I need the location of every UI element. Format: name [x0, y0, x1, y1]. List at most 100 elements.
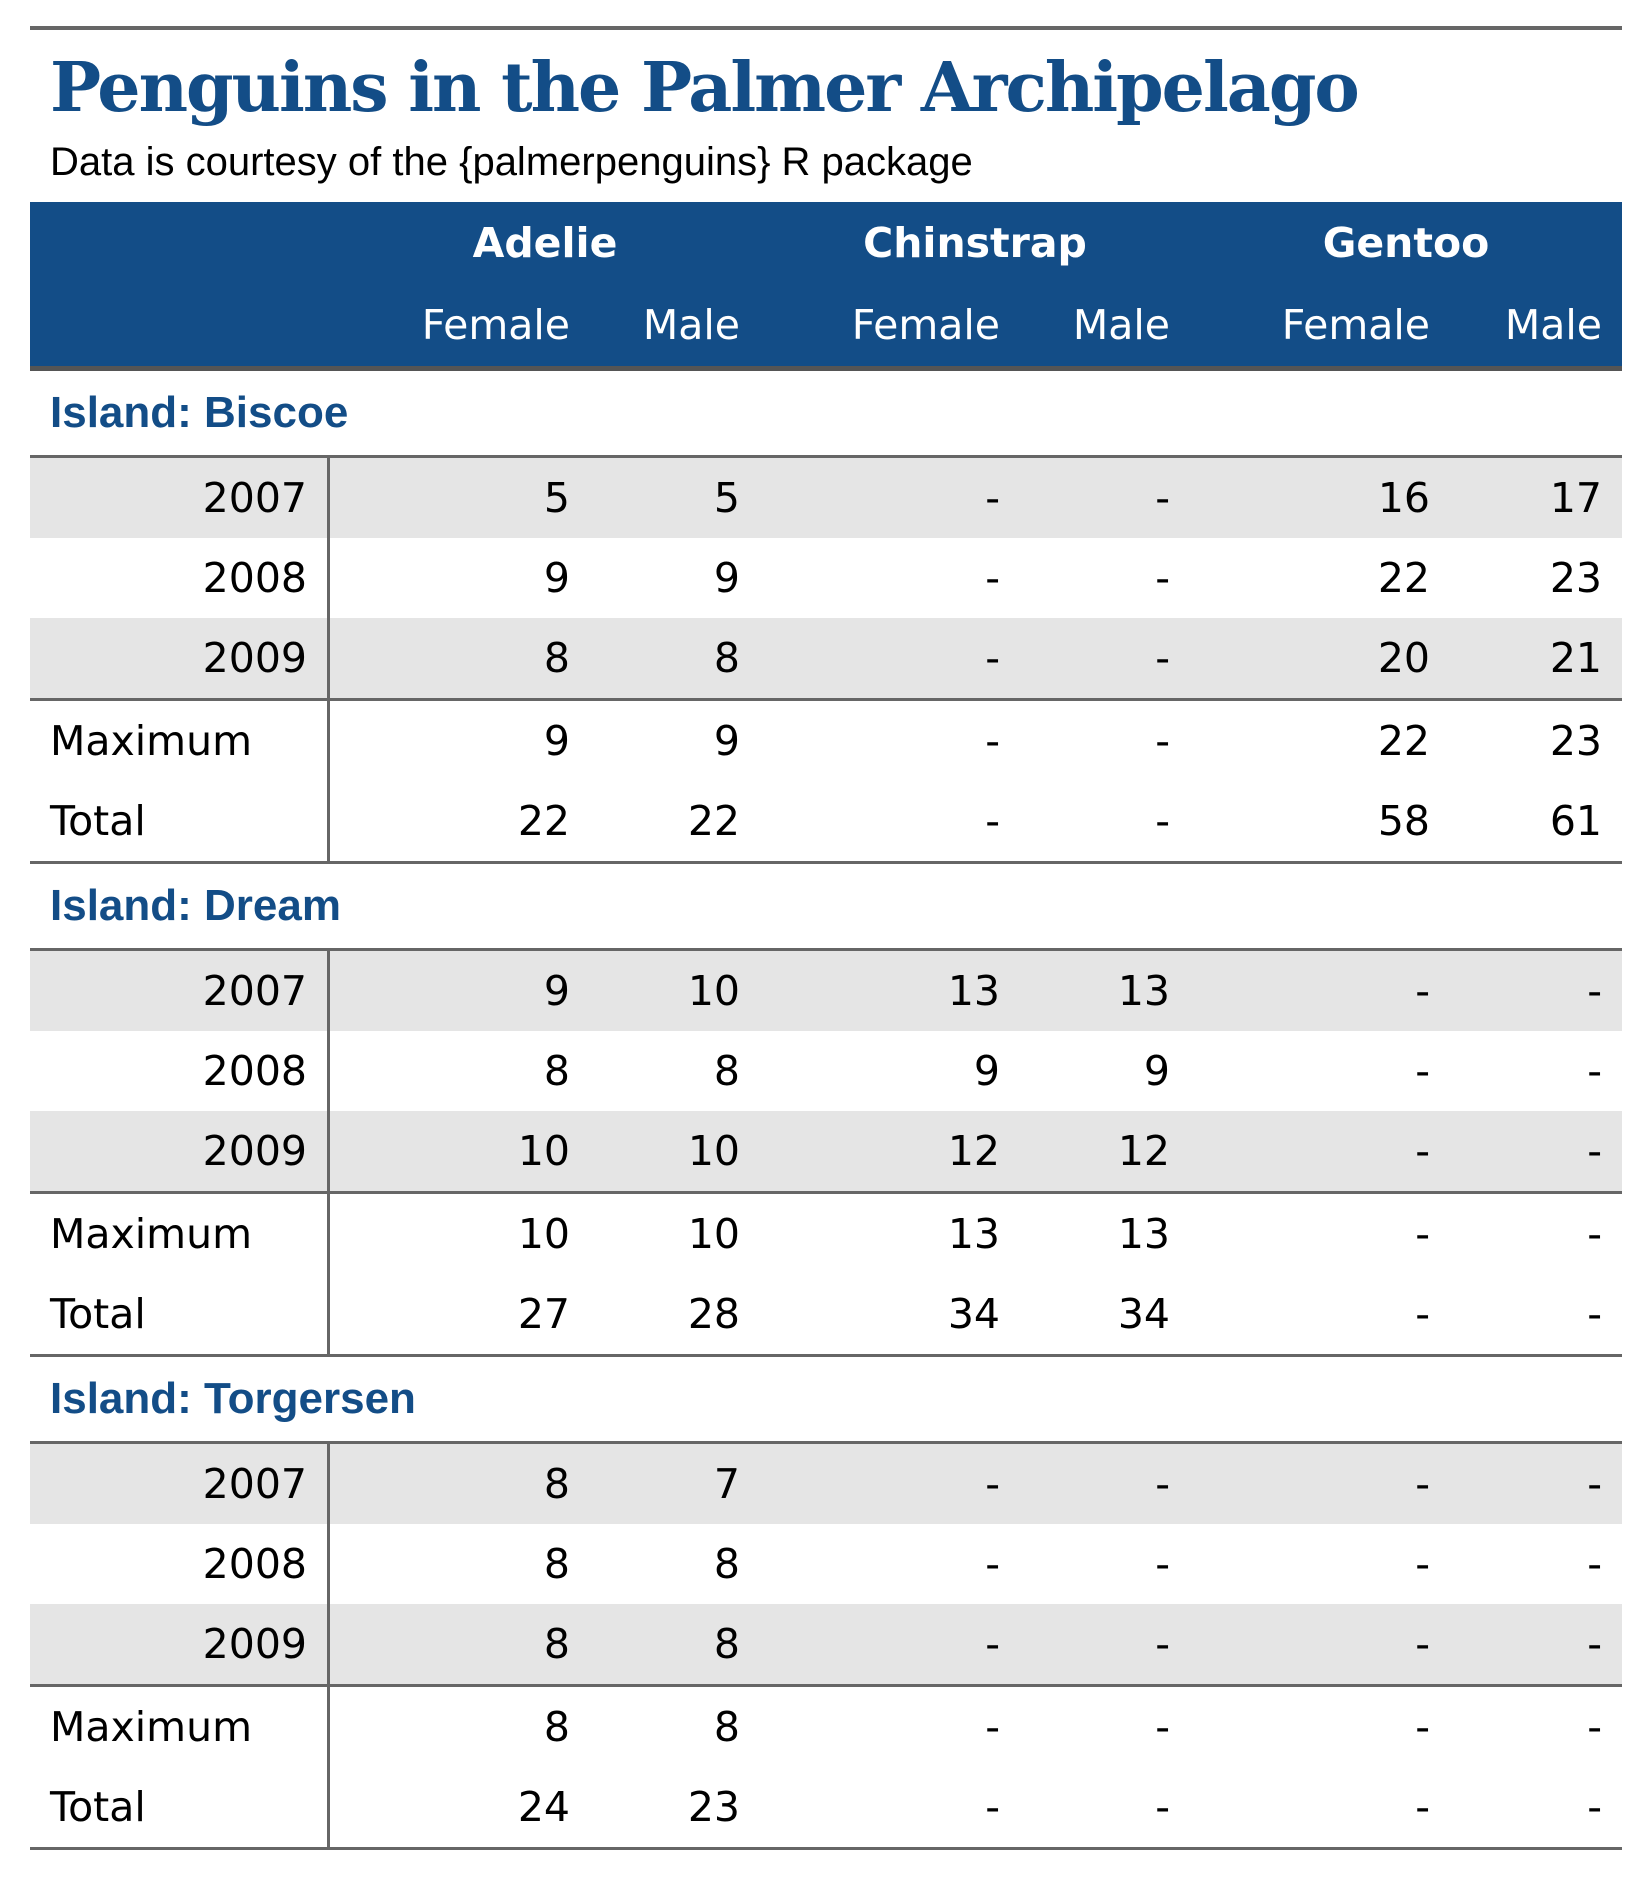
table-cell: -	[985, 1620, 1000, 1668]
table-row: 2008 8 8 9 9 - -	[30, 1031, 1622, 1111]
row-label-text: Total	[50, 1783, 146, 1831]
row-label-text: 2009	[202, 1620, 307, 1668]
table-cell: -	[1155, 1540, 1170, 1588]
species-header-row: Adelie Chinstrap Gentoo	[30, 202, 1622, 284]
table-cell: 8	[543, 1703, 570, 1751]
table-title: Penguins in the Palmer Archipelago	[50, 48, 1360, 128]
species-adelie: Adelie	[472, 219, 618, 267]
table-cell: -	[1415, 1460, 1430, 1508]
table-cell: 34	[947, 1290, 1000, 1338]
table-cell: -	[1155, 1783, 1170, 1831]
summary-row: Maximum 8 8 - - - -	[30, 1687, 1622, 1767]
table-body: Island: Biscoe 2007 5 5- -16 17 2008 9 9- -22 23 20…	[30, 371, 1622, 1850]
penguins-table: Penguins in the Palmer Archipelago Data …	[30, 26, 1622, 1850]
row-label: 2009	[30, 1604, 330, 1684]
table-cell: 13	[947, 1210, 1000, 1258]
row-label-text: Maximum	[50, 1703, 253, 1751]
table-cell: 7	[713, 1460, 740, 1508]
table-cell: 13	[947, 967, 1000, 1015]
table-cell: -	[1587, 1703, 1602, 1751]
table-cell: 9	[543, 554, 570, 602]
table-cell: 22	[687, 797, 740, 845]
table-cell: 10	[687, 1210, 740, 1258]
table-cell: -	[1587, 1460, 1602, 1508]
row-label-text: Maximum	[50, 1210, 253, 1258]
table-cell: 13	[1117, 1210, 1170, 1258]
table-cell: -	[1155, 474, 1170, 522]
group-bottom-rule	[30, 1354, 1622, 1357]
table-cell: 8	[543, 634, 570, 682]
table-row: 2007 5 5 - - 16 17	[30, 458, 1622, 538]
table-cell: -	[1587, 967, 1602, 1015]
table-cell: -	[1415, 1127, 1430, 1175]
table-cell: -	[1155, 634, 1170, 682]
table-cell: -	[1587, 1620, 1602, 1668]
table-cell: 9	[713, 554, 740, 602]
table-cell: -	[1415, 967, 1430, 1015]
table-cell: 23	[687, 1783, 740, 1831]
table-cell: 8	[543, 1620, 570, 1668]
row-label: Total	[30, 1274, 330, 1354]
table-cell: 8	[543, 1540, 570, 1588]
table-cell: -	[985, 1540, 1000, 1588]
col-adelie-female: Female	[421, 301, 570, 349]
col-gentoo-female: Female	[1281, 301, 1430, 349]
table-cell: 8	[713, 1540, 740, 1588]
row-label: Maximum	[30, 1687, 330, 1767]
table-cell: 22	[517, 797, 570, 845]
table-row: 2008 9 9 - - 22 23	[30, 538, 1622, 618]
table-cell: -	[1415, 1620, 1430, 1668]
table-cell: 10	[517, 1210, 570, 1258]
table-cell: 34	[1117, 1290, 1170, 1338]
row-label-text: 2007	[202, 474, 307, 522]
row-label-text: 2008	[202, 1047, 307, 1095]
table-cell: 10	[687, 967, 740, 1015]
table-cell: -	[1155, 717, 1170, 765]
row-label: 2008	[30, 1031, 330, 1111]
table-cell: 16	[1377, 474, 1430, 522]
table-cell: -	[985, 1783, 1000, 1831]
table-cell: -	[1587, 1783, 1602, 1831]
row-label-text: Maximum	[50, 717, 253, 765]
row-label-text: 2009	[202, 634, 307, 682]
table-cell: -	[1415, 1290, 1430, 1338]
row-label-text: 2008	[202, 554, 307, 602]
table-cell: 8	[543, 1460, 570, 1508]
summary-rule	[30, 1684, 1622, 1687]
table-cell: 27	[517, 1290, 570, 1338]
table-cell: -	[1587, 1540, 1602, 1588]
table-cell: 17	[1549, 474, 1602, 522]
table-cell: 23	[1549, 717, 1602, 765]
table-cell: -	[985, 554, 1000, 602]
group-top-rule	[30, 1441, 1622, 1444]
table-cell: 12	[947, 1127, 1000, 1175]
table-cell: -	[985, 717, 1000, 765]
table-subtitle: Data is courtesy of the {palmerpenguins}…	[50, 139, 973, 184]
table-cell: -	[985, 634, 1000, 682]
group-label: Island: Dream	[50, 881, 341, 930]
row-label-text: 2009	[202, 1127, 307, 1175]
table-row: 2007 8 7 - - - -	[30, 1444, 1622, 1524]
summary-row: Total 24 23 - - - -	[30, 1767, 1622, 1847]
species-gentoo: Gentoo	[1322, 219, 1490, 267]
table-cell: -	[1587, 1047, 1602, 1095]
row-label: Total	[30, 1767, 330, 1847]
row-label: 2007	[30, 951, 330, 1031]
table-row: 2007 9 10 13 13 - -	[30, 951, 1622, 1031]
table-cell: 5	[713, 474, 740, 522]
row-label: 2007	[30, 1444, 330, 1524]
table-cell: 58	[1377, 797, 1430, 845]
table-row: 2009 8 8 - - 20 21	[30, 618, 1622, 698]
summary-row: Total 22 22 - - 58 61	[30, 781, 1622, 861]
summary-rule	[30, 1191, 1622, 1194]
table-cell: -	[1155, 797, 1170, 845]
table-cell: -	[1155, 1460, 1170, 1508]
table-cell: 12	[1117, 1127, 1170, 1175]
table-cell: 9	[543, 967, 570, 1015]
table-cell: 21	[1549, 634, 1602, 682]
table-cell: 9	[973, 1047, 1000, 1095]
row-label-text: 2007	[202, 1460, 307, 1508]
row-label-text: Total	[50, 1290, 146, 1338]
table-cell: 61	[1549, 797, 1602, 845]
table-cell: 13	[1117, 967, 1170, 1015]
